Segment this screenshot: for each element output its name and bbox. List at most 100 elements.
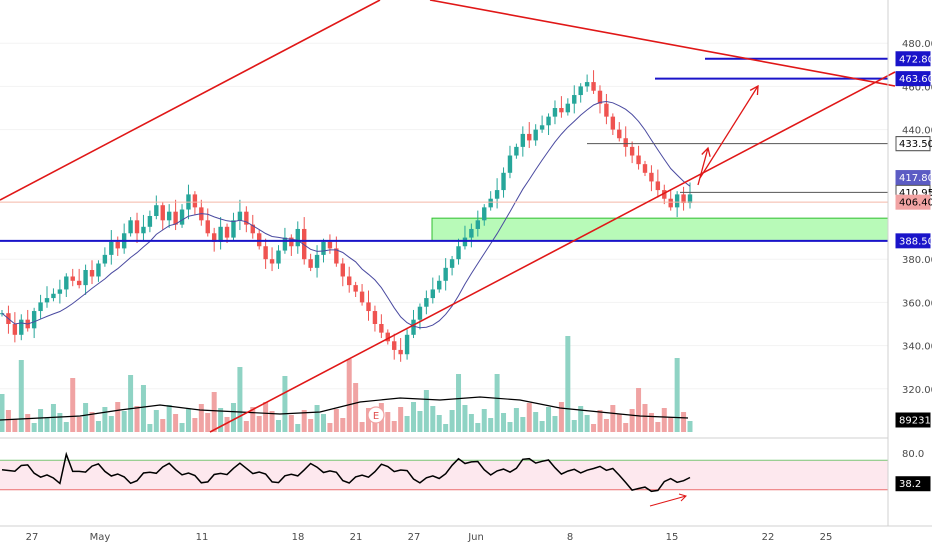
moving-average-line bbox=[1, 100, 691, 329]
candle-body bbox=[649, 172, 654, 182]
volume-bar bbox=[179, 423, 185, 432]
volume-bar bbox=[147, 424, 153, 432]
volume-bar bbox=[443, 424, 449, 432]
volume-last-tag-bg bbox=[895, 412, 931, 428]
time-tick-label: 22 bbox=[762, 532, 775, 543]
time-tick-label: 27 bbox=[26, 532, 39, 543]
candle-body bbox=[115, 241, 120, 249]
candle-body bbox=[314, 254, 320, 268]
volume-bar bbox=[18, 360, 24, 432]
candle-body bbox=[179, 209, 185, 225]
candle-body bbox=[642, 164, 648, 173]
volume-bar bbox=[198, 404, 204, 432]
candle-body bbox=[424, 298, 429, 307]
volume-bar bbox=[282, 376, 288, 432]
candle-body bbox=[552, 108, 558, 117]
volume-bar bbox=[430, 406, 436, 432]
volume-bar bbox=[546, 407, 552, 432]
candle-body bbox=[617, 129, 622, 139]
candle-body bbox=[38, 302, 43, 312]
candle-body bbox=[604, 103, 609, 117]
volume-bar bbox=[5, 410, 11, 432]
volume-bar bbox=[263, 402, 269, 432]
time-tick-label: Jun bbox=[467, 532, 484, 543]
rsi-line bbox=[1, 451, 691, 493]
volume-bar bbox=[359, 422, 365, 432]
candle-body bbox=[51, 293, 56, 299]
candle-body bbox=[385, 332, 390, 342]
level-tag-433-bg bbox=[895, 136, 931, 152]
volume-bar bbox=[366, 408, 372, 432]
candle-body bbox=[494, 190, 500, 199]
candle-body bbox=[147, 216, 153, 227]
volume-bar bbox=[89, 412, 95, 432]
volume-bar bbox=[603, 419, 609, 432]
volume-bar bbox=[584, 415, 590, 432]
rsi-annotation-arrow bbox=[649, 495, 687, 507]
candle-body bbox=[359, 291, 365, 303]
candle-body bbox=[263, 246, 268, 260]
volume-bar bbox=[501, 413, 507, 432]
volume-bar bbox=[668, 417, 674, 432]
volume-bar bbox=[404, 416, 410, 432]
volume-bar bbox=[417, 411, 423, 432]
candle-body bbox=[430, 289, 436, 299]
time-tick-label: 15 bbox=[666, 532, 679, 543]
rsi-value-tag-bg bbox=[895, 476, 931, 492]
candle-body bbox=[70, 276, 75, 281]
candle-body bbox=[321, 241, 326, 255]
candle-body bbox=[295, 228, 300, 247]
candle-body bbox=[488, 198, 493, 208]
candle-body bbox=[96, 263, 101, 277]
candle-body bbox=[636, 155, 641, 165]
candle-body bbox=[166, 211, 172, 221]
projection-arrow bbox=[699, 85, 759, 179]
volume-bar bbox=[70, 378, 76, 432]
candle-body bbox=[372, 311, 378, 324]
volume-bar bbox=[76, 417, 82, 432]
candle-body bbox=[501, 172, 506, 191]
candle-body bbox=[681, 194, 686, 204]
candle-body bbox=[205, 220, 210, 234]
volume-bar bbox=[636, 388, 642, 432]
volume-bar bbox=[623, 423, 629, 432]
candle-body bbox=[539, 125, 545, 130]
candle-body bbox=[392, 341, 397, 350]
candle-body bbox=[417, 306, 423, 320]
volume-bar bbox=[327, 423, 333, 432]
volume-bar bbox=[597, 410, 603, 432]
price-tick-label: 380.00 bbox=[902, 255, 932, 266]
candle-body bbox=[282, 237, 288, 251]
volume-bar bbox=[115, 402, 121, 432]
candle-body bbox=[211, 233, 217, 242]
volume-bar bbox=[153, 410, 159, 432]
price-tick-label: 340.00 bbox=[902, 342, 932, 353]
volume-bar bbox=[436, 415, 442, 432]
candle-body bbox=[327, 241, 333, 249]
candle-body bbox=[64, 276, 69, 290]
volume-bar bbox=[134, 406, 140, 432]
volume-last-tag: 892318 bbox=[899, 416, 932, 427]
volume-bar bbox=[166, 405, 172, 432]
time-tick-label: 25 bbox=[820, 532, 833, 543]
candle-body bbox=[224, 226, 230, 238]
level-tag-bg bbox=[895, 51, 931, 67]
volume-bar bbox=[295, 424, 301, 432]
volume-bar bbox=[250, 407, 256, 432]
candle-body bbox=[668, 198, 673, 208]
price-tick-label: 460.00 bbox=[902, 82, 932, 93]
volume-bar bbox=[488, 418, 494, 432]
volume-bar bbox=[12, 419, 18, 432]
price-tag-bg bbox=[895, 170, 931, 186]
volume-bar bbox=[687, 421, 693, 432]
candle-body bbox=[520, 133, 526, 147]
volume-bar bbox=[398, 407, 404, 432]
candle-body bbox=[340, 263, 345, 277]
level-tag: 463.60 bbox=[899, 74, 932, 85]
candle-body bbox=[302, 228, 307, 260]
volume-bar bbox=[38, 409, 44, 432]
candle-body bbox=[192, 194, 198, 208]
candle-body bbox=[83, 270, 88, 286]
